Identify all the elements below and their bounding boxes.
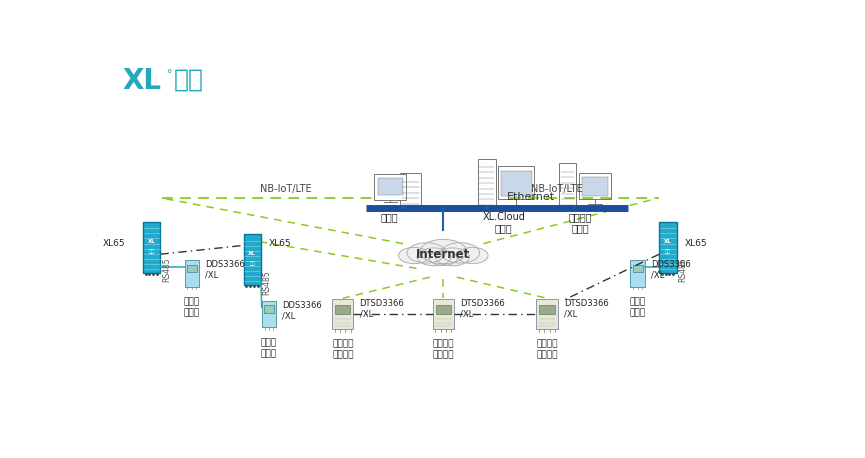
FancyBboxPatch shape [264,305,274,313]
Text: DTSD3366
/XL: DTSD3366 /XL [460,299,505,319]
Text: DTSD3366
/XL: DTSD3366 /XL [564,299,609,319]
FancyBboxPatch shape [582,177,608,196]
Text: XL65: XL65 [685,239,708,248]
FancyBboxPatch shape [432,299,454,329]
FancyBboxPatch shape [332,299,354,329]
Text: DDS3366
/XL: DDS3366 /XL [205,261,245,280]
Text: 信立: 信立 [149,249,155,254]
Text: NB-IoT/LTE: NB-IoT/LTE [260,184,311,194]
Circle shape [436,248,470,266]
FancyBboxPatch shape [143,222,160,273]
FancyBboxPatch shape [261,301,277,327]
Text: DDS3366
/XL: DDS3366 /XL [651,261,691,280]
Text: 政府大数
据平台: 政府大数 据平台 [569,212,593,234]
FancyBboxPatch shape [501,171,531,196]
Text: °: ° [167,69,173,79]
FancyBboxPatch shape [244,234,261,285]
Text: RS485: RS485 [678,258,687,283]
Text: 宿舍用
电采集: 宿舍用 电采集 [261,338,277,358]
Text: XL65: XL65 [102,239,125,248]
FancyBboxPatch shape [497,166,535,200]
FancyBboxPatch shape [184,261,199,287]
Text: 施工设备
用电采集: 施工设备 用电采集 [536,339,558,360]
FancyBboxPatch shape [436,305,451,314]
FancyBboxPatch shape [375,174,407,200]
Text: RS485: RS485 [162,258,171,283]
Circle shape [429,251,458,266]
Text: 施工设备
用电采集: 施工设备 用电采集 [332,339,354,360]
Circle shape [441,243,479,263]
Text: Ethernet: Ethernet [506,192,554,202]
Text: 宿舍用
电采集: 宿舍用 电采集 [184,298,200,318]
Text: XL: XL [148,239,156,244]
Text: 信立: 信立 [665,249,670,254]
Text: 信立: 信立 [249,261,255,266]
FancyBboxPatch shape [559,163,576,208]
Text: 操作站: 操作站 [381,212,399,222]
Text: Internet: Internet [416,248,471,261]
FancyBboxPatch shape [659,222,676,273]
Circle shape [399,247,429,264]
Text: XL: XL [664,239,672,244]
Text: XL.Cloud
服务器: XL.Cloud 服务器 [482,212,525,234]
Circle shape [458,247,488,264]
FancyBboxPatch shape [477,159,497,208]
FancyBboxPatch shape [540,305,555,314]
Text: XL65: XL65 [269,239,292,248]
FancyBboxPatch shape [579,173,612,199]
FancyBboxPatch shape [400,173,421,208]
Circle shape [420,240,466,264]
Text: 施工设备
用电采集: 施工设备 用电采集 [432,339,454,360]
FancyBboxPatch shape [631,261,645,287]
FancyBboxPatch shape [536,299,558,329]
Text: NB-IoT/LTE: NB-IoT/LTE [531,184,583,194]
Text: DDS3366
/XL: DDS3366 /XL [282,301,322,320]
FancyBboxPatch shape [633,265,643,273]
Text: 信立: 信立 [174,67,204,91]
FancyBboxPatch shape [187,265,196,273]
Text: DTSD3366
/XL: DTSD3366 /XL [360,299,404,319]
Text: 宿舍用
电采集: 宿舍用 电采集 [630,298,646,318]
Circle shape [417,248,451,266]
FancyBboxPatch shape [335,305,350,314]
Text: RS485: RS485 [262,270,272,295]
FancyBboxPatch shape [378,178,403,196]
Text: XL: XL [248,251,256,256]
Circle shape [407,243,445,263]
Text: XL: XL [123,67,162,95]
